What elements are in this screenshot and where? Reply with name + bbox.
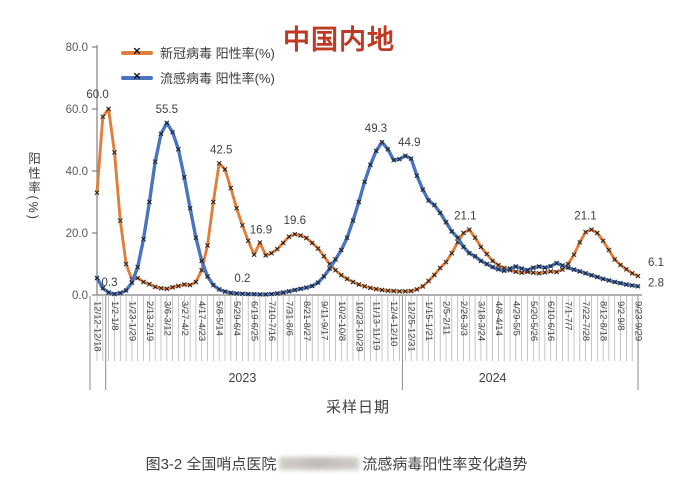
svg-text:5/29-6/4: 5/29-6/4	[231, 301, 242, 336]
covid-series-line	[95, 107, 640, 293]
svg-text:1/15-1/21: 1/15-1/21	[423, 301, 434, 341]
flu-series-markers	[94, 120, 641, 297]
svg-text:5/8-5/14: 5/8-5/14	[214, 301, 225, 336]
svg-text:9/2-9/8: 9/2-9/8	[615, 301, 626, 331]
svg-text:55.5: 55.5	[156, 104, 178, 116]
svg-text:2/26-3/3: 2/26-3/3	[458, 301, 469, 336]
svg-text:12/12-12/18: 12/12-12/18	[92, 301, 103, 352]
svg-text:3/27-4/2: 3/27-4/2	[179, 301, 190, 336]
svg-text:8/21-8/27: 8/21-8/27	[301, 301, 312, 341]
svg-text:1/2-1/8: 1/2-1/8	[109, 301, 120, 331]
svg-text:0.2: 0.2	[234, 273, 250, 285]
svg-text:2.8: 2.8	[648, 277, 664, 289]
svg-text:19.6: 19.6	[284, 215, 306, 227]
legend-item-flu: ✕ 流感病毒 阳性率(%)	[121, 65, 275, 90]
svg-text:60.0: 60.0	[86, 89, 108, 101]
legend-label-flu: 流感病毒 阳性率(%)	[160, 71, 275, 86]
svg-text:2/5-2/11: 2/5-2/11	[441, 301, 452, 335]
svg-text:7/22-7/28: 7/22-7/28	[580, 301, 591, 341]
legend-item-covid: ✕ 新冠病毒 阳性率(%)	[121, 40, 275, 65]
svg-text:12/4-12/10: 12/4-12/10	[388, 301, 399, 346]
svg-text:8/12-8/18: 8/12-8/18	[598, 301, 609, 341]
svg-text:4/8-4/14: 4/8-4/14	[493, 301, 504, 336]
svg-text:44.9: 44.9	[398, 137, 420, 149]
caption-redacted-blur	[279, 457, 360, 470]
chart-canvas: 0.0 20.0 40.0 60.0 80.0 12/12-12/18 1/2-1/8 1/2…	[66, 42, 664, 390]
covid-series-markers	[94, 106, 641, 294]
x-tick-labels: 12/12-12/18 1/2-1/8 1/23-1/29 2/13-2/19 3/6-…	[92, 301, 644, 352]
svg-text:6/19-6/25: 6/19-6/25	[249, 301, 260, 341]
data-labels: 60.0 0.3 55.5 42.5 0.2 16.9 19.6 49.3 44.9 21.1 21…	[86, 89, 664, 289]
svg-text:49.3: 49.3	[365, 123, 387, 135]
y-axis-title: 阳性率(%)	[26, 152, 40, 221]
svg-text:1/23-1/29: 1/23-1/29	[126, 301, 137, 341]
covid-line	[121, 50, 153, 55]
svg-text:7/10-7/16: 7/10-7/16	[266, 301, 277, 341]
x-marker-icon: ✕	[132, 46, 142, 58]
svg-text:3/6-3/12: 3/6-3/12	[161, 301, 172, 336]
year-labels: 2023 2024	[228, 371, 506, 385]
svg-text:11/13-11/19: 11/13-11/19	[371, 301, 382, 350]
svg-text:2024: 2024	[479, 371, 507, 385]
svg-text:7/31-8/6: 7/31-8/6	[284, 301, 295, 336]
svg-text:21.1: 21.1	[454, 211, 476, 223]
svg-text:4/17-4/23: 4/17-4/23	[196, 301, 207, 341]
svg-text:12/25-12/31: 12/25-12/31	[406, 301, 417, 352]
svg-text:20.0: 20.0	[66, 228, 88, 240]
caption-prefix: 图3-2 全国哨点医院	[145, 456, 277, 473]
svg-text:16.9: 16.9	[250, 225, 272, 237]
x-axis-title: 采样日期	[325, 399, 390, 416]
svg-text:10/23-10/29: 10/23-10/29	[353, 301, 364, 352]
svg-text:9/23-9/29: 9/23-9/29	[633, 301, 644, 341]
svg-text:6.1: 6.1	[648, 257, 664, 269]
flu-line	[121, 75, 153, 80]
svg-text:80.0: 80.0	[66, 42, 88, 54]
svg-text:5/20-5/26: 5/20-5/26	[528, 301, 539, 341]
svg-text:2/13-2/19: 2/13-2/19	[144, 301, 155, 341]
svg-text:2023: 2023	[228, 371, 256, 385]
legend: ✕ 新冠病毒 阳性率(%) ✕ 流感病毒 阳性率(%)	[121, 40, 275, 90]
flu-line-swatch: ✕	[121, 72, 153, 82]
covid-line-swatch: ✕	[121, 47, 153, 57]
year-separators	[89, 296, 639, 390]
svg-text:7/1-7/7: 7/1-7/7	[563, 301, 574, 331]
svg-text:40.0: 40.0	[66, 166, 88, 178]
svg-text:4/29-5/5: 4/29-5/5	[510, 301, 521, 336]
figure-caption: 图3-2 全国哨点医院 流感病毒阳性率变化趋势	[0, 453, 673, 474]
y-tick-labels: 0.0 20.0 40.0 60.0 80.0	[66, 42, 97, 302]
week-tick-lines	[96, 296, 639, 361]
legend-label-covid: 新冠病毒 阳性率(%)	[160, 46, 275, 61]
x-marker-icon: ✕	[132, 71, 142, 83]
svg-text:60.0: 60.0	[66, 104, 88, 116]
caption-suffix: 流感病毒阳性率变化趋势	[362, 456, 528, 473]
svg-text:42.5: 42.5	[210, 144, 232, 156]
svg-text:10/2-10/8: 10/2-10/8	[336, 301, 347, 341]
svg-text:6/10-6/16: 6/10-6/16	[545, 301, 556, 341]
svg-text:9/11-9/17: 9/11-9/17	[318, 301, 329, 340]
flu-series-line	[95, 121, 640, 297]
svg-text:3/18-3/24: 3/18-3/24	[475, 301, 486, 341]
svg-text:0.3: 0.3	[102, 277, 118, 289]
chart-title: 中国内地	[283, 25, 395, 55]
svg-text:0.0: 0.0	[72, 290, 88, 302]
svg-text:21.1: 21.1	[574, 211, 596, 223]
